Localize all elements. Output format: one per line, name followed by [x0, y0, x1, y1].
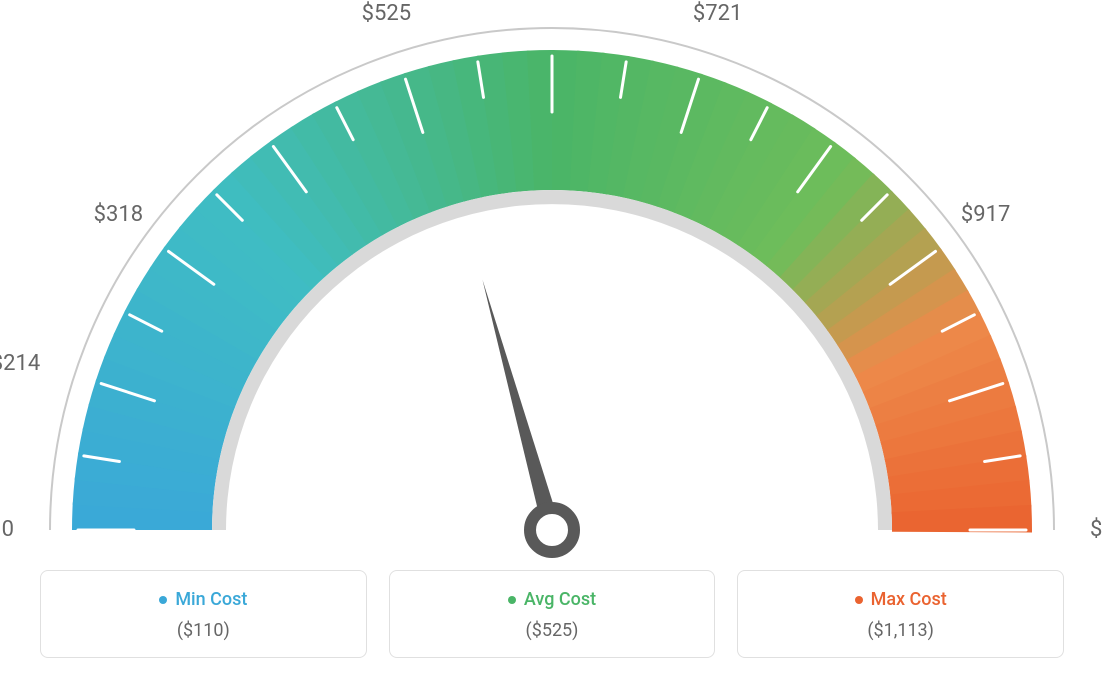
svg-text:$214: $214	[0, 351, 40, 376]
svg-text:$917: $917	[961, 202, 1010, 227]
legend-label-min: Min Cost	[175, 589, 247, 610]
legend-value-max: ($1,113)	[748, 620, 1053, 641]
gauge-chart: $110 $214 $318 $525 $721 $917 $1,113	[0, 0, 1104, 560]
svg-text:$110: $110	[0, 517, 14, 542]
legend-value-min: ($110)	[51, 620, 356, 641]
svg-text:$525: $525	[362, 1, 411, 26]
legend-row: Min Cost ($110) Avg Cost ($525) Max Cost…	[0, 560, 1104, 658]
legend-card-max: Max Cost ($1,113)	[737, 570, 1064, 658]
legend-dot-min	[159, 596, 167, 604]
gauge-svg: $110 $214 $318 $525 $721 $917 $1,113	[0, 0, 1104, 560]
legend-dot-avg	[508, 596, 516, 604]
svg-text:$1,113: $1,113	[1090, 517, 1104, 542]
legend-label-avg: Avg Cost	[524, 589, 596, 610]
legend-value-avg: ($525)	[400, 620, 705, 641]
svg-text:$721: $721	[693, 1, 742, 26]
legend-label-max: Max Cost	[871, 589, 947, 610]
legend-card-avg: Avg Cost ($525)	[389, 570, 716, 658]
svg-text:$318: $318	[94, 202, 143, 227]
legend-card-min: Min Cost ($110)	[40, 570, 367, 658]
legend-dot-max	[855, 596, 863, 604]
